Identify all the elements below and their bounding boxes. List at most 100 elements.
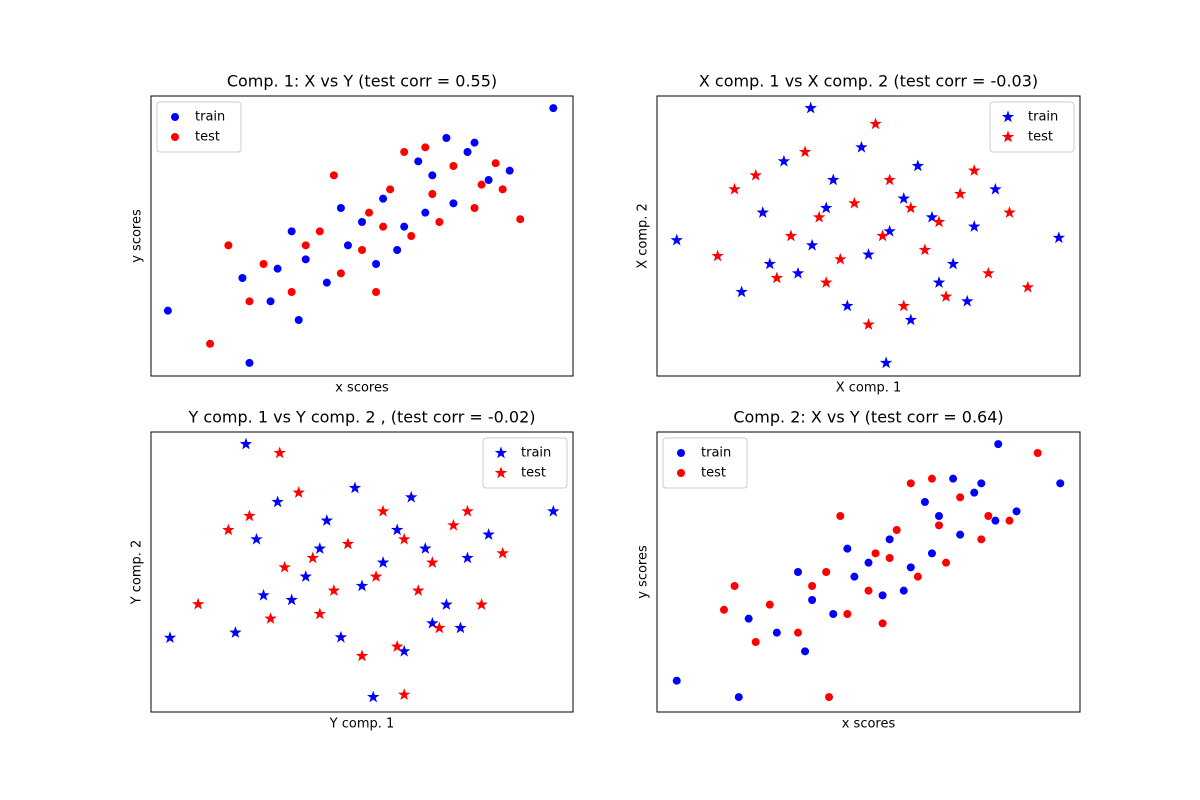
legend: train test — [989, 101, 1075, 153]
point — [407, 232, 416, 240]
point — [982, 266, 995, 279]
point — [836, 512, 845, 520]
point — [820, 276, 833, 288]
point — [400, 148, 409, 156]
point — [672, 676, 681, 685]
point — [498, 185, 507, 194]
point — [977, 479, 986, 488]
point — [313, 607, 326, 620]
point — [772, 628, 781, 637]
point — [163, 306, 172, 315]
point — [1012, 507, 1021, 516]
legend-label: train — [701, 446, 731, 461]
x-axis-label: Y comp. 1 — [329, 717, 395, 732]
legend-marker — [1001, 130, 1015, 143]
point — [808, 582, 817, 590]
point — [763, 257, 776, 270]
point — [970, 488, 979, 497]
point — [749, 168, 762, 181]
point — [440, 598, 453, 610]
point — [358, 246, 366, 254]
subplot: X comp. 1 vs X comp. 2 (test corr = -0.0… — [636, 72, 1081, 396]
point — [883, 173, 896, 186]
point — [1021, 280, 1035, 293]
point — [477, 180, 486, 189]
point — [765, 600, 774, 609]
point — [398, 688, 411, 700]
point — [899, 586, 908, 595]
point — [820, 201, 833, 214]
point — [730, 582, 739, 590]
point — [419, 542, 432, 554]
point — [805, 238, 819, 251]
point — [447, 518, 460, 531]
point — [829, 610, 838, 618]
point — [897, 299, 910, 312]
point — [920, 498, 929, 506]
legend-label: test — [195, 130, 220, 145]
legend: train test — [662, 437, 748, 489]
point — [266, 297, 275, 306]
point — [421, 208, 430, 217]
point — [206, 339, 215, 348]
point — [496, 546, 509, 559]
point — [989, 182, 1002, 195]
point — [794, 628, 802, 637]
legend-marker — [171, 113, 179, 121]
point — [751, 638, 760, 646]
subplot: Y comp. 1 vs Y comp. 2 , (test corr = -0… — [130, 408, 574, 732]
point — [876, 229, 889, 242]
point — [250, 532, 263, 545]
point — [463, 148, 472, 156]
point — [348, 481, 362, 494]
legend-label: test — [701, 466, 726, 481]
point — [491, 159, 500, 168]
point — [398, 644, 411, 657]
point — [777, 154, 791, 167]
legend: train test — [482, 437, 568, 489]
legend-label: train — [1028, 110, 1058, 125]
legend-label: train — [521, 446, 551, 461]
legend-box — [989, 101, 1075, 153]
point — [287, 227, 296, 236]
point — [239, 437, 253, 450]
point — [428, 190, 437, 198]
point — [984, 512, 993, 520]
plot-frame — [656, 95, 1081, 377]
point — [405, 490, 418, 503]
point — [454, 621, 467, 634]
point — [484, 176, 493, 184]
point — [968, 164, 981, 176]
point — [355, 649, 369, 662]
point — [547, 504, 560, 517]
point — [968, 220, 981, 232]
point — [372, 260, 381, 268]
point — [428, 171, 437, 180]
point — [398, 532, 411, 545]
point — [1003, 206, 1016, 218]
point — [848, 196, 861, 209]
point — [163, 631, 177, 644]
point — [285, 593, 298, 606]
point — [343, 241, 352, 250]
plot-frame — [150, 95, 574, 377]
point — [804, 101, 817, 114]
point — [245, 297, 254, 306]
point — [822, 568, 831, 576]
point — [259, 260, 268, 268]
subplot-title: Comp. 1: X vs Y (test corr = 0.55) — [227, 72, 497, 91]
x-axis-label: X comp. 1 — [836, 381, 902, 396]
point — [470, 204, 479, 212]
point — [505, 166, 514, 175]
point — [850, 572, 859, 581]
point — [301, 255, 310, 264]
subplot: Comp. 2: X vs Y (test corr = 0.64) x scor… — [636, 408, 1081, 732]
point — [784, 229, 798, 242]
subplot-title: X comp. 1 vs X comp. 2 (test corr = -0.0… — [699, 72, 1038, 91]
point — [1052, 231, 1066, 244]
point — [791, 266, 805, 279]
point — [257, 588, 270, 601]
point — [956, 530, 965, 539]
point — [925, 210, 939, 223]
point — [292, 486, 305, 498]
